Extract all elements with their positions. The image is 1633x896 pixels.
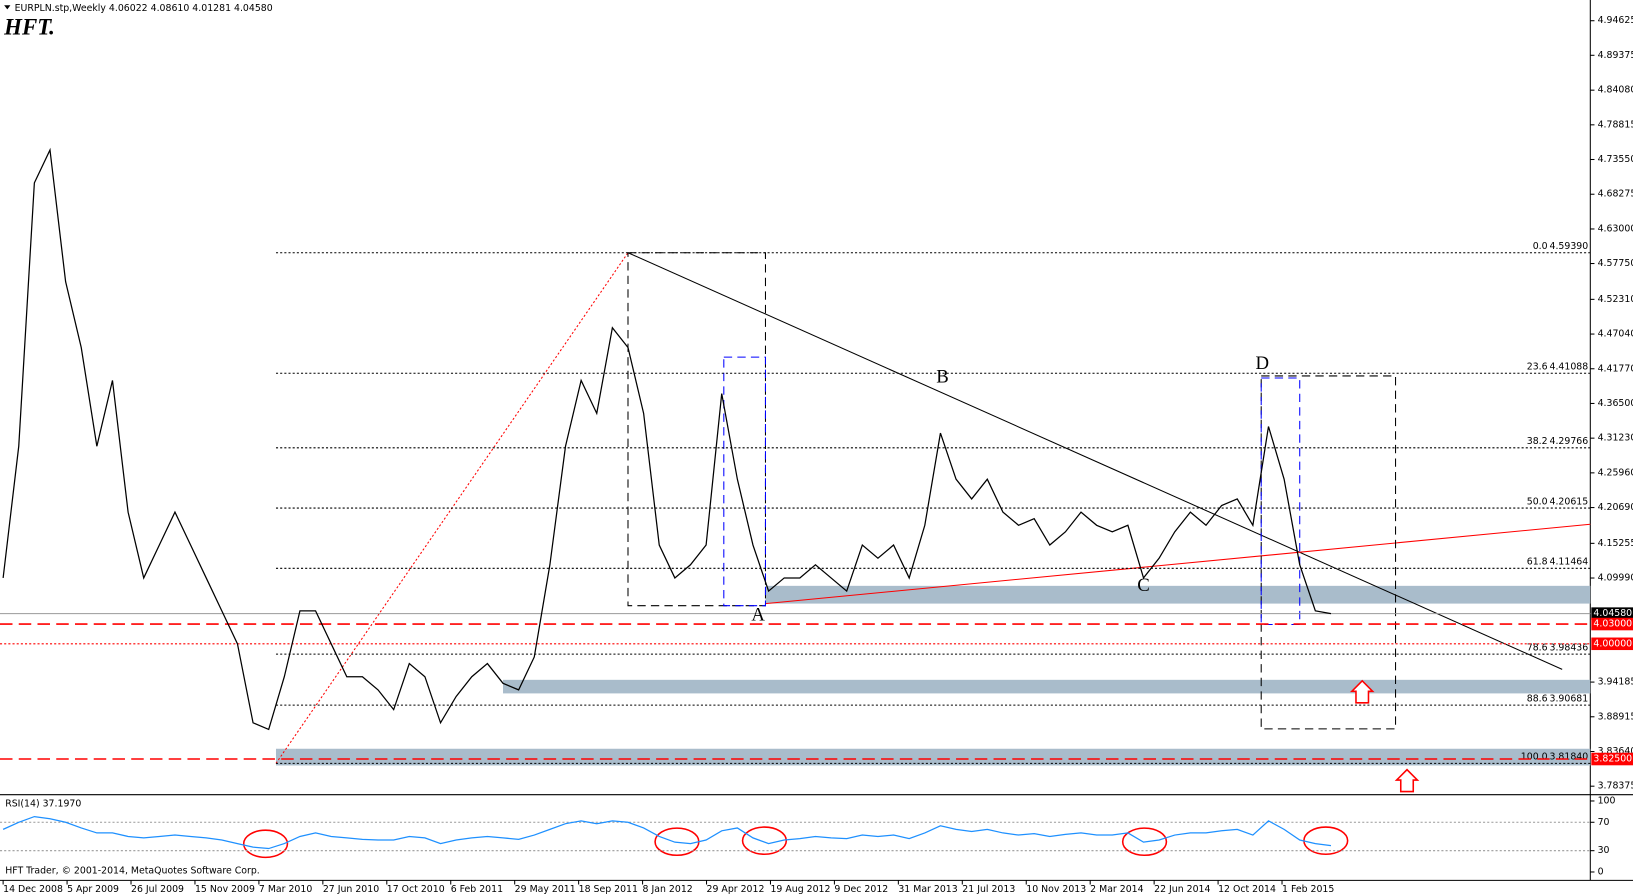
y-tick-label: 3.94185 [1598, 677, 1633, 688]
y-tick-label: 4.94625 [1598, 15, 1633, 26]
fib-price: 4.20615 [1549, 496, 1588, 507]
y-tick-label: 3.78375 [1598, 781, 1633, 792]
price-line [2, 147, 1332, 731]
y-tick-label: 4.25960 [1598, 467, 1633, 478]
y-tick-label: 4.15255 [1598, 538, 1633, 549]
x-tick-label: 10 Nov 2013 [1026, 884, 1086, 895]
wave-label: B [936, 366, 949, 387]
x-tick-label: 2 Mar 2014 [1090, 884, 1143, 895]
y-tick-label: 4.84080 [1598, 85, 1633, 96]
fib-price: 4.29766 [1549, 436, 1588, 447]
y-tick-label: 4.20690 [1598, 502, 1633, 513]
x-tick-label: 26 Jul 2009 [131, 884, 184, 895]
y-tick-label: 4.09990 [1598, 573, 1633, 584]
fib-level: 38.2 [1527, 436, 1548, 447]
measure-box-blue [723, 356, 766, 607]
rsi-circle [1121, 827, 1168, 857]
x-tick-label: 14 Dec 2008 [3, 884, 63, 895]
x-tick-label: 8 Jan 2012 [643, 884, 693, 895]
x-tick-label: 6 Feb 2011 [451, 884, 503, 895]
y-tick-label: 4.52310 [1598, 294, 1633, 305]
y-tick-label: 0 [1598, 866, 1604, 877]
fib-price: 3.90681 [1549, 693, 1588, 704]
fib-level: 23.6 [1527, 361, 1548, 372]
menu-triangle [4, 5, 11, 10]
fib-level: 61.8 [1527, 557, 1548, 568]
x-tick-label: 17 Oct 2010 [387, 884, 445, 895]
price-tag-label: 4.03000 [1593, 619, 1632, 630]
y-tick-label: 30 [1598, 845, 1610, 856]
x-tick-label: 5 Apr 2009 [67, 884, 119, 895]
y-tick-label: 70 [1598, 817, 1610, 828]
support-zone [765, 585, 1591, 604]
trend-line-red [765, 523, 1591, 605]
chart-title: EURPLN.stp,Weekly 4.06022 4.08610 4.0128… [15, 3, 273, 14]
wave-label: D [1255, 353, 1269, 374]
price-tag-label: 4.04580 [1593, 608, 1632, 619]
x-tick-label: 12 Oct 2014 [1218, 884, 1276, 895]
fib-level: 0.0 [1533, 241, 1548, 252]
fib-price: 3.98436 [1549, 642, 1588, 653]
x-tick-label: 15 Nov 2009 [195, 884, 255, 895]
price-tag [1591, 617, 1633, 631]
y-tick-label: 4.73550 [1598, 154, 1633, 165]
fib-level: 78.6 [1527, 642, 1548, 653]
fib-price: 4.59390 [1549, 241, 1588, 252]
price-tag-label: 3.82500 [1593, 754, 1632, 765]
x-tick-label: 1 Feb 2015 [1282, 884, 1334, 895]
x-tick-label: 31 Mar 2013 [898, 884, 957, 895]
x-tick-label: 27 Jun 2010 [323, 884, 379, 895]
rsi-title: RSI(14) 37.1970 [5, 799, 81, 810]
x-tick-label: 29 May 2011 [515, 884, 576, 895]
y-tick-label: 3.83640 [1598, 746, 1633, 757]
y-tick-label: 4.68275 [1598, 189, 1633, 200]
y-tick-label: 4.36500 [1598, 398, 1633, 409]
y-tick-label: 100 [1598, 795, 1616, 806]
fib-price: 4.41088 [1549, 361, 1588, 372]
y-tick-label: 4.47040 [1598, 329, 1633, 340]
x-tick-label: 21 Jul 2013 [962, 884, 1015, 895]
fib-price: 3.81840 [1549, 752, 1588, 763]
y-tick-label: 4.63000 [1598, 223, 1633, 234]
fib-level: 88.6 [1527, 693, 1548, 704]
support-zone [503, 679, 1591, 694]
price-tag [1591, 607, 1633, 620]
y-tick-label: 4.41770 [1598, 363, 1633, 374]
fib-level: 50.0 [1527, 496, 1548, 507]
fib-price: 4.11464 [1549, 557, 1588, 568]
up-arrow [1394, 768, 1420, 793]
copyright: HFT Trader, © 2001-2014, MetaQuotes Soft… [5, 865, 260, 876]
rsi-circle [242, 829, 289, 859]
y-tick-label: 3.88915 [1598, 711, 1633, 722]
logo: HFT. [3, 14, 55, 39]
rsi-line [2, 815, 1332, 850]
fib-level: 100.0 [1521, 752, 1548, 763]
y-tick-label: 4.31230 [1598, 433, 1633, 444]
wave-label: C [1137, 575, 1150, 596]
price-tag [1591, 752, 1633, 766]
x-tick-label: 7 Mar 2010 [259, 884, 312, 895]
x-tick-label: 9 Dec 2012 [834, 884, 888, 895]
support-zone [275, 748, 1591, 766]
y-tick-label: 4.57750 [1598, 258, 1633, 269]
x-tick-label: 22 Jun 2014 [1154, 884, 1210, 895]
trend-line [627, 252, 1563, 670]
up-arrow [1349, 679, 1375, 704]
y-tick-label: 4.78815 [1598, 119, 1633, 130]
wave-label: A [751, 604, 765, 625]
price-tag-label: 4.00000 [1593, 638, 1632, 649]
y-tick-label: 4.89375 [1598, 50, 1633, 61]
x-tick-label: 29 Apr 2012 [707, 884, 765, 895]
price-tag [1591, 637, 1633, 651]
x-tick-label: 18 Sep 2011 [579, 884, 638, 895]
rsi-circle [741, 826, 788, 856]
x-tick-label: 19 Aug 2012 [770, 884, 830, 895]
